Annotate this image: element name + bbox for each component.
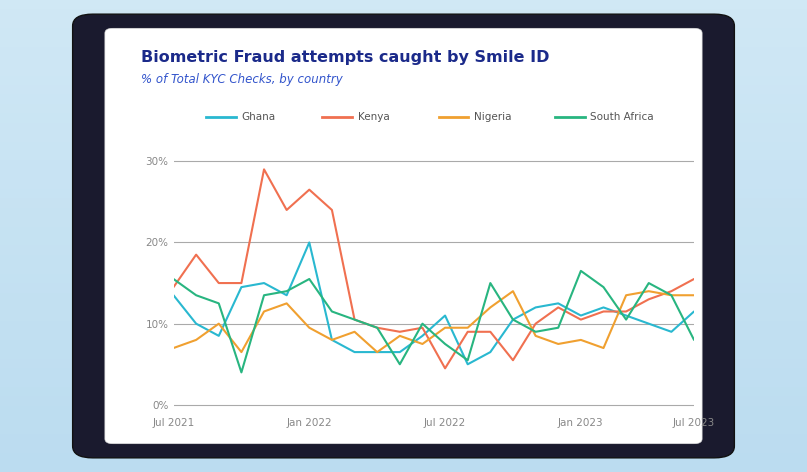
Bar — [0, 198, 807, 208]
Bar — [0, 415, 807, 425]
Bar — [0, 463, 807, 472]
Bar — [0, 302, 807, 312]
Text: Kenya: Kenya — [358, 111, 389, 122]
Text: % of Total KYC Checks, by country: % of Total KYC Checks, by country — [141, 73, 343, 86]
Bar — [0, 283, 807, 293]
Text: Biometric Fraud attempts caught by Smile ID: Biometric Fraud attempts caught by Smile… — [141, 50, 550, 65]
Bar — [0, 38, 807, 47]
Bar — [0, 227, 807, 236]
Bar — [0, 387, 807, 396]
Bar — [0, 208, 807, 217]
Bar — [0, 312, 807, 321]
Bar — [0, 264, 807, 274]
Bar — [0, 321, 807, 330]
Bar — [0, 217, 807, 227]
Bar — [0, 453, 807, 463]
Bar — [0, 274, 807, 283]
Bar — [0, 85, 807, 94]
Text: Nigeria: Nigeria — [474, 111, 512, 122]
Bar — [0, 19, 807, 28]
Bar — [0, 170, 807, 179]
Bar — [0, 104, 807, 113]
Bar — [0, 66, 807, 76]
Bar — [0, 113, 807, 123]
Bar — [0, 444, 807, 453]
Bar — [0, 142, 807, 151]
Bar — [0, 245, 807, 255]
Bar — [0, 359, 807, 368]
Text: Ghana: Ghana — [241, 111, 275, 122]
Bar — [0, 378, 807, 387]
Bar — [0, 349, 807, 359]
Bar — [0, 340, 807, 349]
Bar — [0, 406, 807, 415]
Bar — [0, 236, 807, 245]
Bar — [0, 57, 807, 66]
Bar — [0, 160, 807, 170]
Bar — [0, 434, 807, 444]
Bar — [0, 330, 807, 340]
Bar — [0, 47, 807, 57]
Bar — [0, 255, 807, 264]
Bar — [0, 28, 807, 38]
Bar — [0, 368, 807, 378]
Text: South Africa: South Africa — [590, 111, 654, 122]
Bar — [0, 189, 807, 198]
FancyBboxPatch shape — [73, 14, 734, 458]
Bar — [0, 9, 807, 19]
Bar — [0, 151, 807, 160]
Bar — [0, 0, 807, 9]
FancyBboxPatch shape — [105, 28, 702, 444]
Bar — [0, 425, 807, 434]
Bar — [0, 179, 807, 189]
Bar — [0, 76, 807, 85]
Bar — [0, 94, 807, 104]
Bar — [0, 123, 807, 132]
Bar — [0, 293, 807, 302]
Bar — [0, 132, 807, 142]
Bar — [0, 396, 807, 406]
